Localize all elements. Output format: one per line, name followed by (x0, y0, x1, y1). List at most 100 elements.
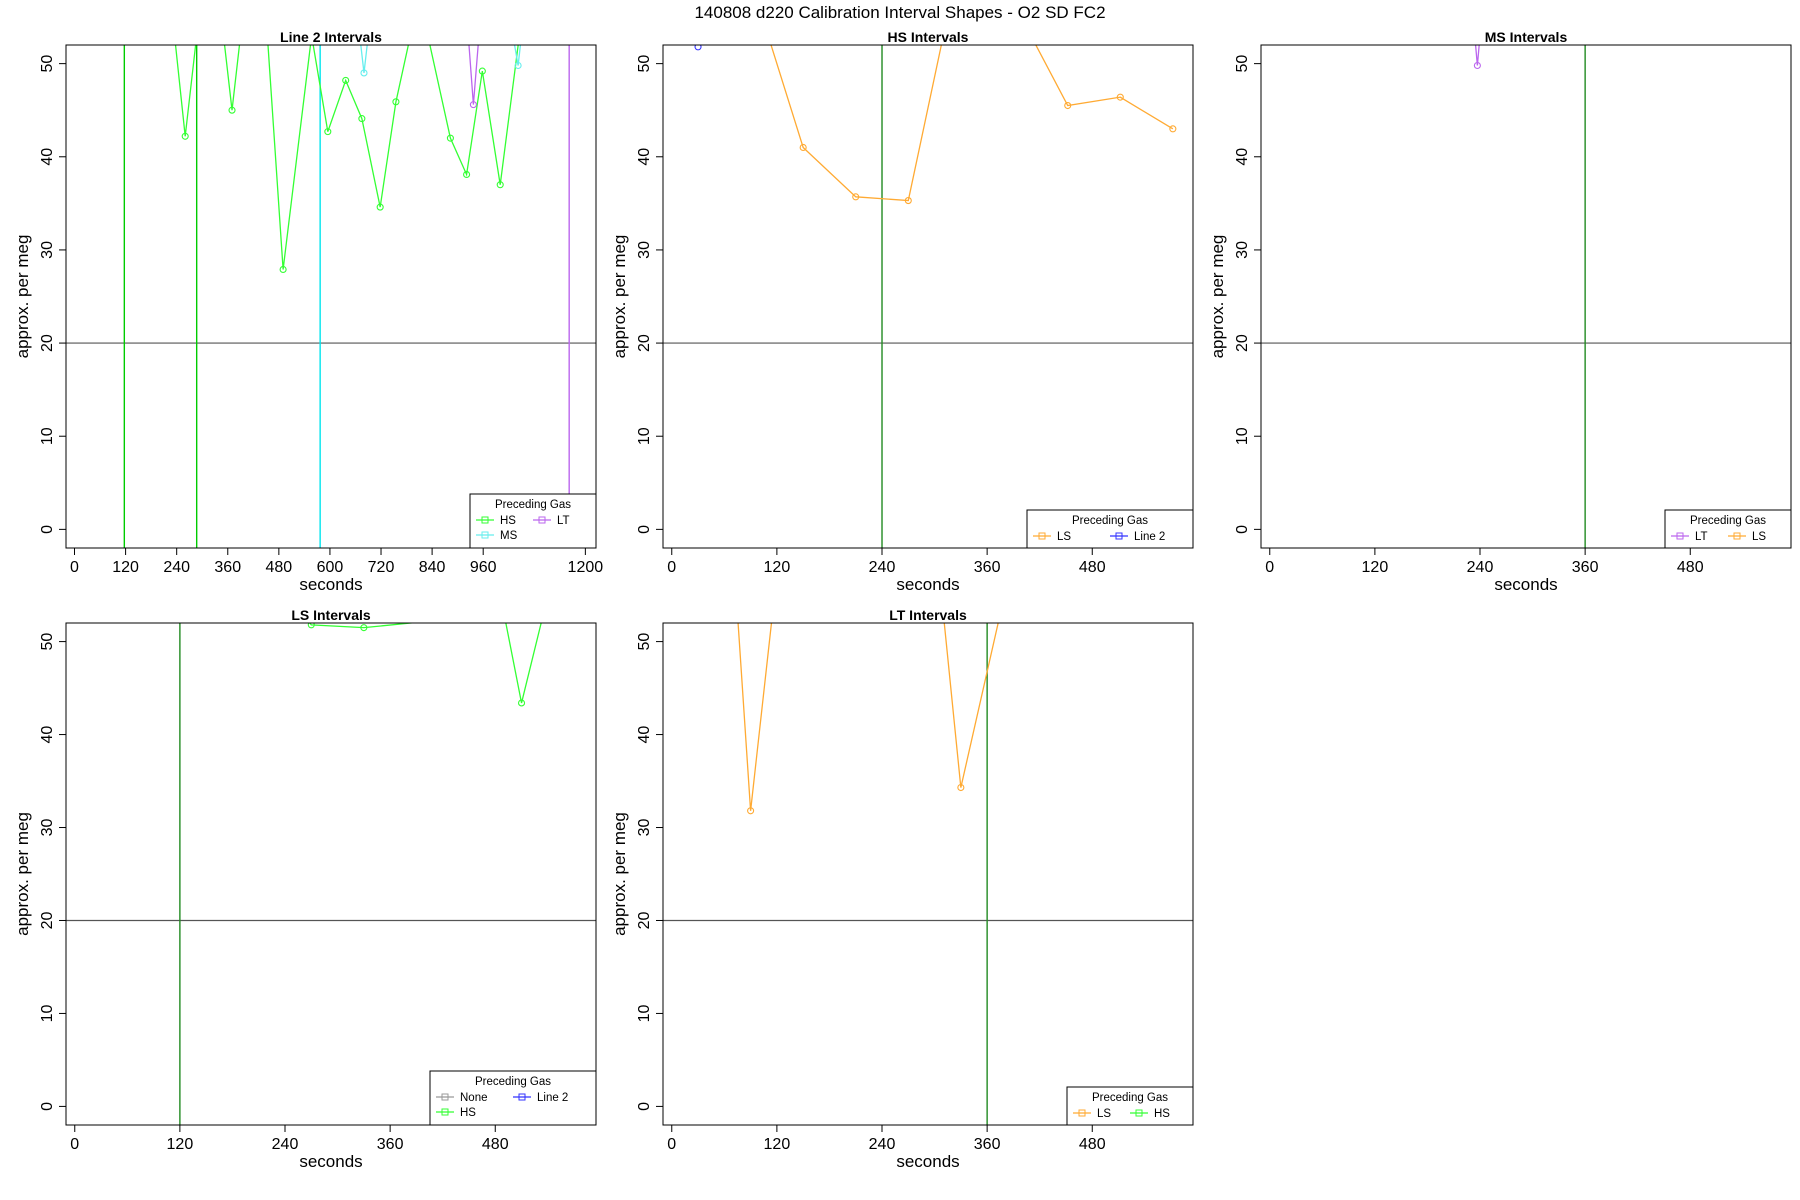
series-group (307, 623, 542, 707)
y-axis-label: approx. per meg (13, 235, 32, 359)
panel-title: Line 2 Intervals (280, 29, 382, 45)
data-point (694, 45, 702, 51)
legend: Preceding Gas LT LS (1664, 509, 1792, 549)
legend-box (469, 493, 597, 549)
legend-swatch-marker (1038, 532, 1046, 540)
x-tick-label: 0 (667, 1136, 676, 1153)
data-point (852, 193, 860, 201)
plot-frame (65, 44, 597, 549)
data-point (517, 699, 526, 707)
legend-label: LS (1097, 1108, 1111, 1120)
series-group (1473, 45, 1481, 70)
y-tick-label: 10 (39, 1004, 56, 1022)
legend-entry: None (436, 1092, 488, 1104)
x-tick-label: 600 (317, 559, 344, 576)
legend-swatch-marker (441, 1093, 449, 1101)
series-group (694, 45, 1177, 205)
x-tick-label: 0 (70, 1136, 79, 1153)
x-tick-label: 360 (974, 559, 1001, 576)
series-group (174, 45, 522, 274)
y-tick-label: 20 (39, 334, 56, 352)
legend-entry: LS (1033, 531, 1071, 543)
x-tick-label: 120 (1362, 559, 1389, 576)
legend-entry: LS (1728, 531, 1766, 543)
data-point (279, 265, 287, 274)
y-tick-label: 20 (39, 911, 56, 929)
x-tick-label: 360 (377, 1136, 404, 1153)
y-tick-label: 0 (39, 1102, 56, 1111)
figure-title: 140808 d220 Calibration Interval Shapes … (694, 3, 1105, 22)
legend-swatch-marker (1733, 532, 1741, 540)
x-tick-label: 120 (764, 559, 791, 576)
series-line-hs (309, 623, 542, 704)
legend-label: Line 2 (537, 1092, 568, 1104)
y-tick-label: 40 (636, 148, 653, 166)
series-group (737, 623, 999, 815)
panel-1: Line 2 Intervals 0 120 240 360 480 600 720 840 96… (13, 29, 603, 594)
y-tick-label: 20 (1234, 334, 1251, 352)
panel-title: HS Intervals (888, 29, 969, 45)
y-tick-label: 30 (636, 819, 653, 837)
data-point (799, 143, 807, 152)
y-tick-label: 50 (636, 55, 653, 73)
data-point (1064, 101, 1072, 110)
series-line-hs (174, 45, 519, 270)
data-point (478, 67, 486, 75)
panel-title: MS Intervals (1485, 29, 1568, 45)
legend-box (1026, 509, 1194, 549)
legend-swatch-marker (481, 531, 489, 539)
data-point (463, 170, 471, 179)
x-axis-label: seconds (896, 1152, 959, 1171)
data-point (747, 807, 755, 815)
legend-label: Line 2 (1134, 531, 1165, 543)
y-tick-label: 40 (39, 148, 56, 166)
panel-5: LT Intervals 0 120 240 360 480 0 10 20 30 40 50 seco… (610, 607, 1194, 1171)
x-tick-label: 360 (1572, 559, 1599, 576)
y-tick-label: 10 (1234, 427, 1251, 445)
data-point (228, 106, 236, 114)
series-line-ls (737, 623, 999, 811)
plot-frame (662, 44, 1194, 549)
x-tick-label: 480 (1677, 559, 1704, 576)
x-axis-label: seconds (1494, 575, 1557, 594)
data-point (1473, 61, 1481, 70)
series-line-lt (1474, 45, 1480, 66)
plot-frame (1260, 44, 1792, 549)
x-tick-label: 480 (1079, 559, 1106, 576)
y-tick-label: 30 (39, 241, 56, 259)
legend-entry: LT (1671, 531, 1708, 543)
y-tick-label: 20 (636, 911, 653, 929)
series-line-ms (360, 45, 522, 74)
data-point (469, 101, 477, 109)
y-tick-label: 0 (1234, 525, 1251, 534)
legend: Preceding Gas HS LT MS (469, 493, 597, 549)
legend-title: Preceding Gas (1690, 515, 1766, 527)
data-point (392, 98, 400, 106)
data-point (181, 132, 189, 140)
legend-label: HS (500, 515, 516, 527)
y-tick-label: 0 (636, 1102, 653, 1111)
y-tick-label: 30 (39, 819, 56, 837)
data-point (1169, 125, 1177, 133)
legend-label: HS (1154, 1108, 1170, 1120)
y-tick-label: 40 (1234, 148, 1251, 166)
legend: Preceding Gas None Line 2 HS (429, 1070, 597, 1126)
y-tick-label: 0 (39, 525, 56, 534)
data-point (360, 624, 368, 632)
data-point (358, 115, 366, 123)
data-point (514, 61, 522, 70)
panel-title: LS Intervals (291, 607, 371, 623)
x-tick-label: 480 (482, 1136, 509, 1153)
x-tick-label: 960 (470, 559, 497, 576)
legend-entry: LT (533, 515, 570, 527)
y-axis-label: approx. per meg (610, 235, 629, 359)
data-point (342, 76, 350, 84)
x-tick-label: 0 (1265, 559, 1274, 576)
data-point (324, 128, 332, 136)
legend-swatch-marker (1115, 532, 1123, 540)
legend-swatch-marker (538, 516, 546, 524)
panel-title: LT Intervals (889, 607, 967, 623)
x-tick-label: 0 (667, 559, 676, 576)
legend-title: Preceding Gas (475, 1076, 551, 1088)
